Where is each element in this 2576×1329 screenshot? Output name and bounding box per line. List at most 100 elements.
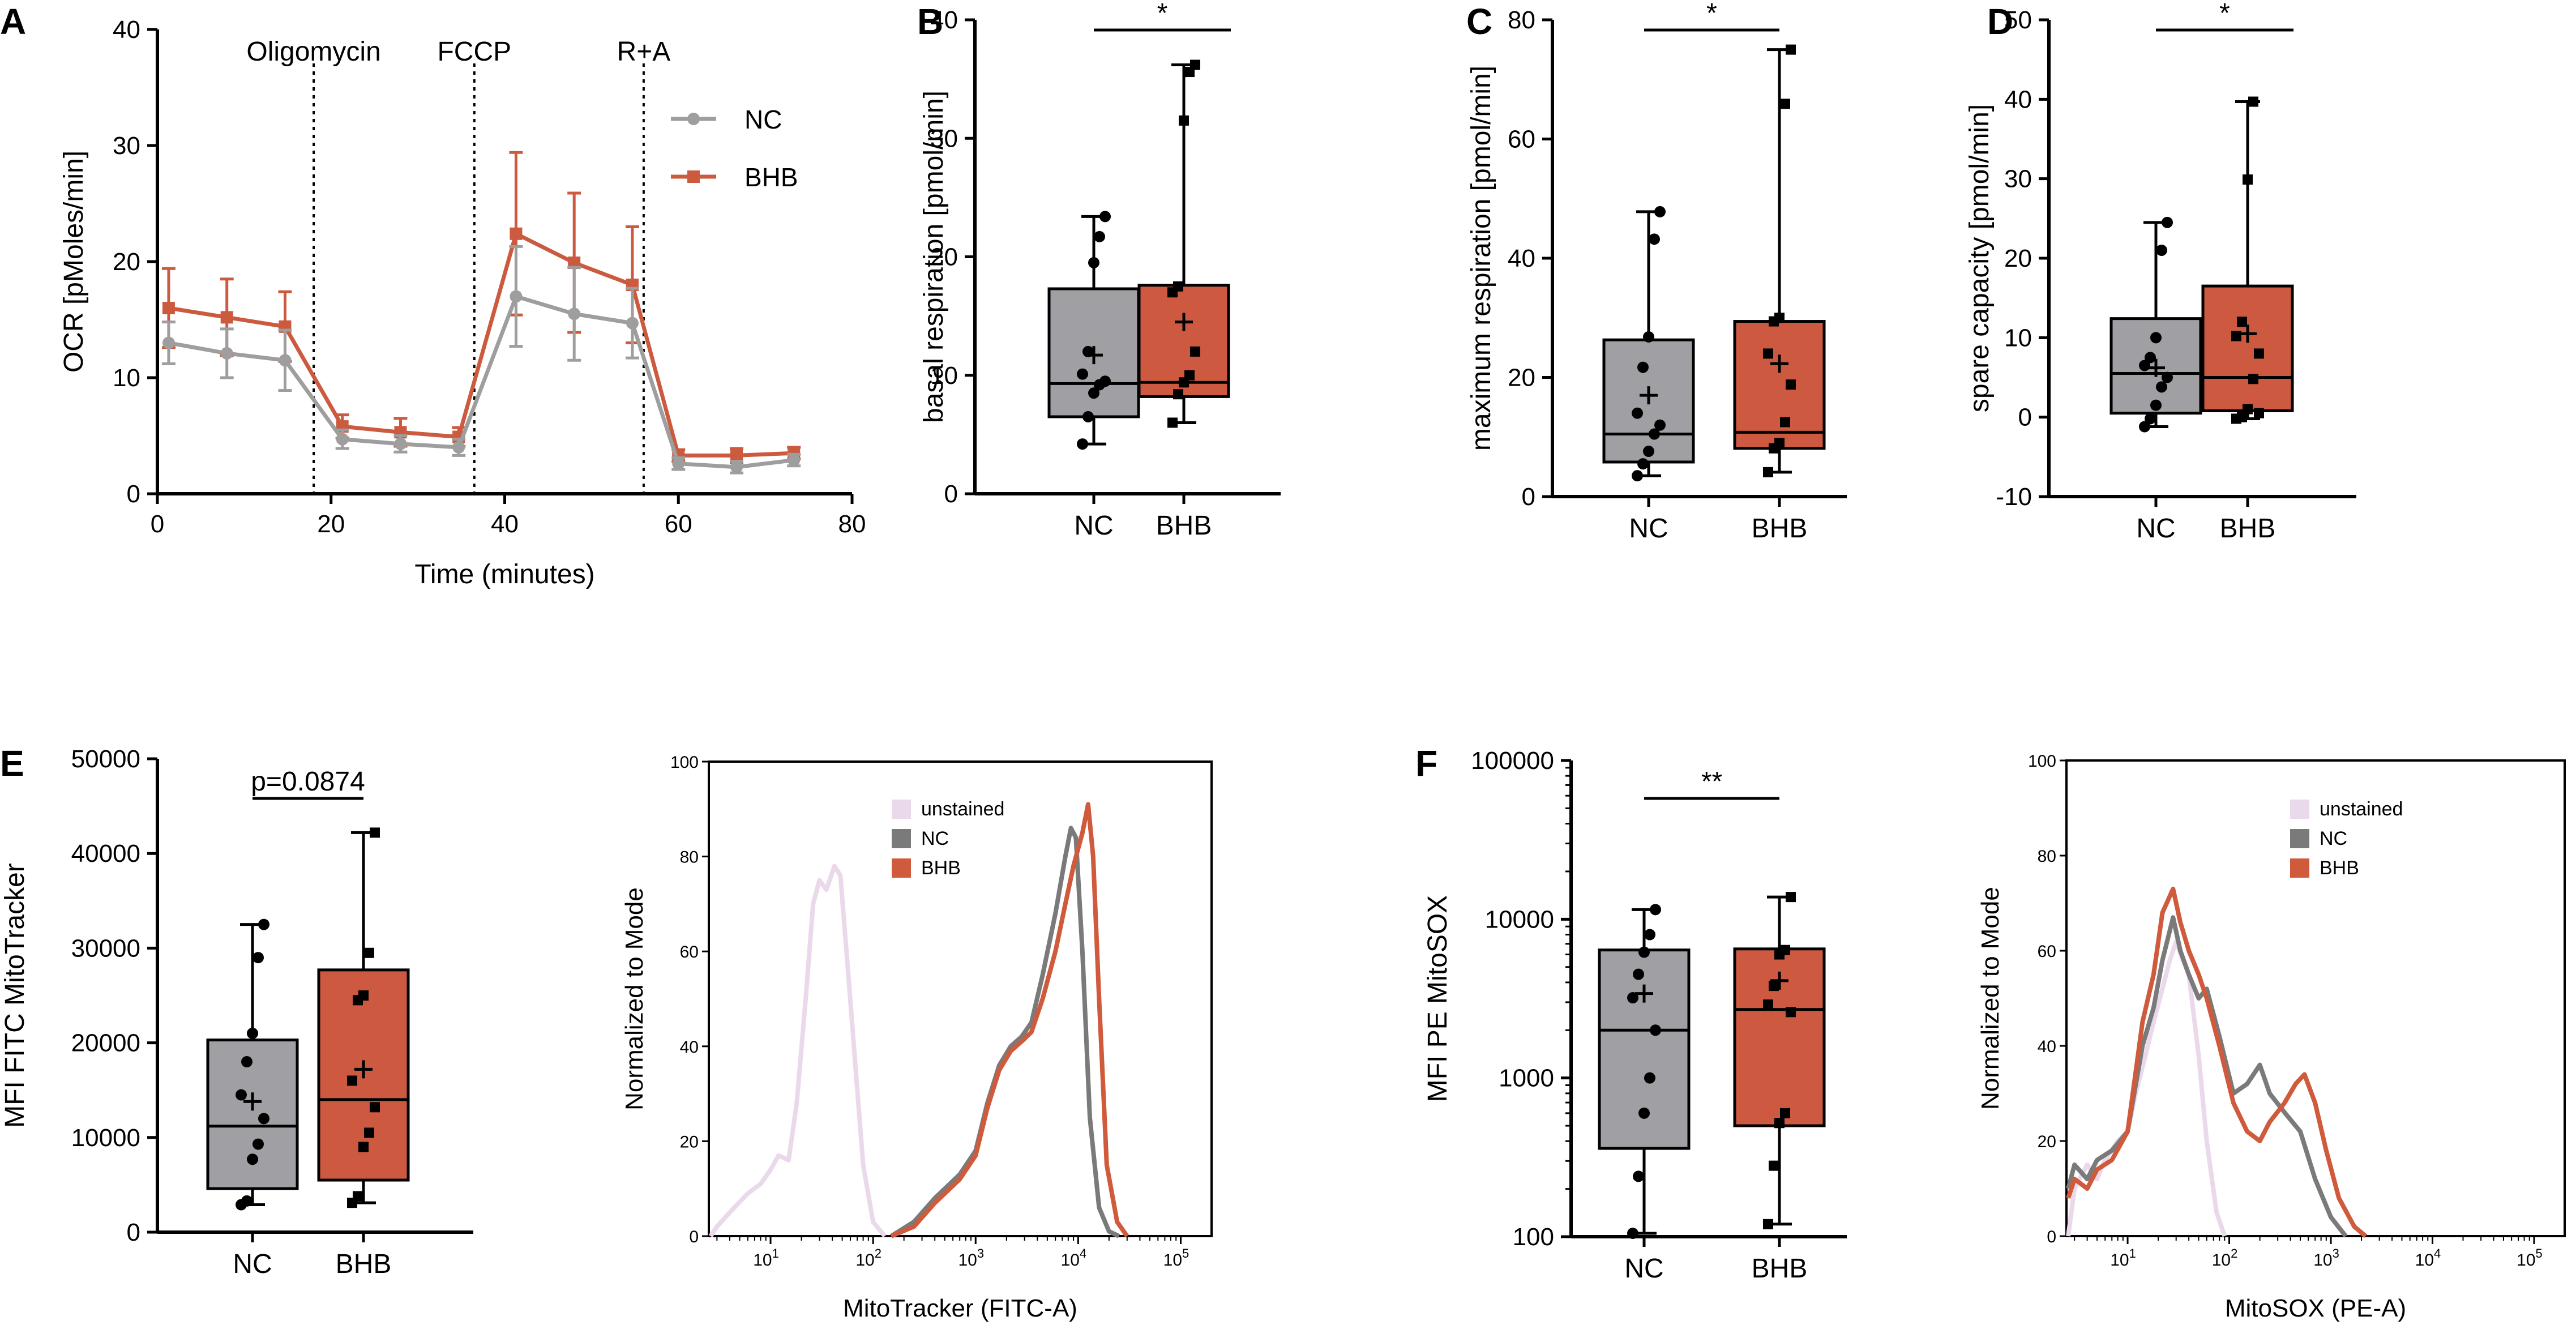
y-tick-label: 50000 xyxy=(71,745,140,773)
x-tick-label: 40 xyxy=(491,510,519,538)
data-point xyxy=(1650,1024,1661,1036)
data-point xyxy=(1077,368,1088,380)
data-point xyxy=(1780,1108,1790,1118)
y-tick-label: 30000 xyxy=(71,934,140,962)
box xyxy=(2201,284,2294,412)
x-tick-label: BHB xyxy=(336,1249,392,1279)
data-point xyxy=(370,1102,380,1113)
x-axis-label: MitoSOX (PE-A) xyxy=(2225,1294,2406,1322)
legend-marker xyxy=(687,170,700,183)
mean-marker xyxy=(1635,984,1653,1003)
x-tick-label: 101 xyxy=(753,1246,779,1270)
y-tick-label: 80 xyxy=(2038,847,2056,866)
legend-label: NC xyxy=(921,828,949,849)
data-point xyxy=(247,1027,258,1039)
mean-marker xyxy=(2239,324,2257,343)
data-point xyxy=(1780,417,1790,428)
x-tick-label: 80 xyxy=(838,510,866,538)
y-axis-label: MFI PE MitoSOX xyxy=(1423,895,1453,1102)
data-point xyxy=(1088,387,1099,399)
data-point xyxy=(1769,1160,1779,1171)
significance-label: ** xyxy=(1701,767,1722,797)
x-tick-label: NC xyxy=(233,1249,272,1279)
data-point xyxy=(672,457,685,470)
y-tick-label: 10 xyxy=(113,364,140,392)
y-tick-label: 0 xyxy=(127,480,140,508)
data-point xyxy=(1786,44,1796,55)
y-tick-label: 0 xyxy=(2018,404,2032,431)
data-point xyxy=(253,952,264,964)
data-point xyxy=(247,1153,258,1165)
significance-label: * xyxy=(1706,0,1717,28)
panel-letter-a: A xyxy=(0,1,26,42)
data-point xyxy=(1637,458,1649,470)
data-point xyxy=(2237,412,2247,422)
legend-label: unstained xyxy=(2320,798,2403,820)
data-point xyxy=(1644,1072,1655,1084)
data-point xyxy=(358,990,369,1001)
y-tick-label: 100 xyxy=(1513,1223,1554,1251)
histogram-curve xyxy=(890,802,1129,1238)
data-point xyxy=(1099,375,1111,387)
data-point xyxy=(1077,438,1088,450)
chart-mfi-mitosox: 100 1000 10000 100000 MFI PE MitoSOX NC BHB ** xyxy=(1423,747,1847,1284)
data-point xyxy=(1167,417,1178,428)
y-tick-label: 10000 xyxy=(1485,905,1554,933)
x-tick-label: 105 xyxy=(2517,1246,2543,1270)
data-point xyxy=(730,460,743,473)
data-point xyxy=(1763,1219,1773,1229)
x-tick-label: NC xyxy=(1074,511,1113,541)
data-point xyxy=(1644,929,1655,941)
data-point xyxy=(1082,411,1094,422)
data-point xyxy=(2237,317,2247,327)
data-point xyxy=(258,918,269,930)
chart-spare-capacity: -10 0 10 20 30 40 50 spare capacity [pmol/min] N… xyxy=(1965,0,2356,544)
chart-mitotracker-histogram: 0 20 40 60 80 100 101 102 103 104 105 Normalized to… xyxy=(621,753,1213,1322)
injection-label: FCCP xyxy=(437,37,511,67)
data-point xyxy=(1643,446,1654,458)
data-point xyxy=(1650,904,1661,916)
data-point xyxy=(1179,115,1189,126)
y-tick-label: 20000 xyxy=(71,1029,140,1057)
data-point xyxy=(568,257,581,270)
x-tick-label: NC xyxy=(1624,1254,1663,1284)
y-tick-label: 60 xyxy=(2038,942,2056,961)
significance-label: * xyxy=(1157,0,1168,28)
y-axis-label: maximum respiration [pmol/min] xyxy=(1466,66,1496,451)
data-point xyxy=(1638,946,1650,958)
data-point xyxy=(568,307,581,321)
data-point xyxy=(1190,346,1200,357)
histogram-curve xyxy=(708,864,887,1238)
y-axis-label: OCR [pMoles/min] xyxy=(59,151,89,373)
legend-label: unstained xyxy=(921,798,1004,820)
x-tick-label: 102 xyxy=(2212,1246,2238,1270)
legend-swatch xyxy=(2290,800,2309,819)
y-tick-label: 0 xyxy=(689,1228,699,1246)
data-point xyxy=(1632,470,1643,482)
data-point xyxy=(1184,370,1195,381)
x-tick-label: BHB xyxy=(1156,511,1212,541)
data-point xyxy=(2243,404,2253,414)
data-point xyxy=(1763,348,1773,359)
x-tick-label: NC xyxy=(1629,514,1668,544)
panel-letter-d: D xyxy=(1987,1,2013,42)
data-point xyxy=(1633,1170,1644,1182)
plot-frame xyxy=(2065,759,2566,1237)
data-point xyxy=(1643,331,1654,343)
legend-marker xyxy=(687,113,700,125)
data-point xyxy=(2156,244,2167,256)
data-point xyxy=(2156,381,2167,393)
data-point xyxy=(2145,352,2156,364)
series-line xyxy=(168,294,794,469)
y-tick-label: 30 xyxy=(930,125,958,152)
data-point xyxy=(370,827,380,838)
x-tick-label: BHB xyxy=(2220,514,2276,544)
data-point xyxy=(1786,379,1796,390)
mean-marker xyxy=(1175,313,1193,331)
y-tick-label: 0 xyxy=(127,1219,140,1246)
y-tick-label: 20 xyxy=(930,243,958,271)
y-tick-label: 0 xyxy=(944,480,958,508)
y-tick-label: 20 xyxy=(680,1133,699,1151)
chart-basal-respiration: 0 10 20 30 40 basal respiration [pmol/min] NC B… xyxy=(919,0,1281,541)
y-tick-label: 60 xyxy=(680,943,699,962)
